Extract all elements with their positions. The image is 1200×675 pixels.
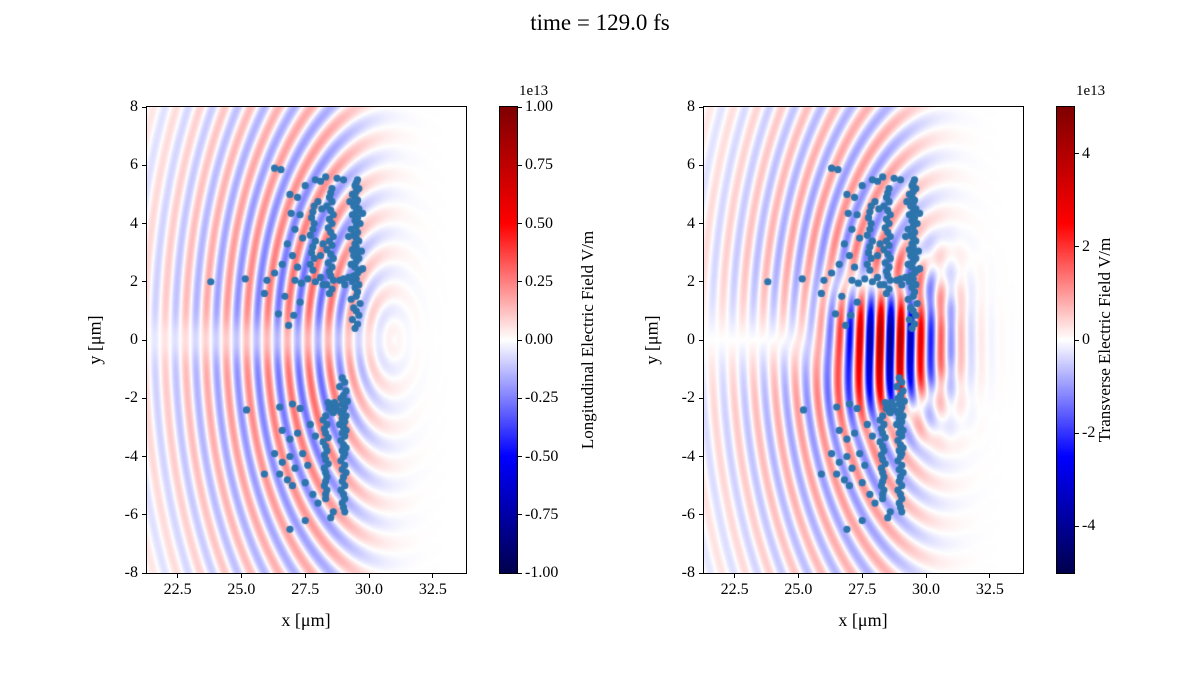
x-axis-label-longitudinal: x [μm] [281, 610, 331, 630]
y-tickmark [142, 281, 146, 283]
y-tick-label: 8 [130, 98, 138, 115]
colorbar-tick-label: -4 [1082, 517, 1096, 535]
colorbar-tickmark [1075, 525, 1079, 527]
y-tickmark [699, 281, 703, 283]
x-tickmark [240, 574, 242, 578]
colorbar-tickmark [1075, 339, 1079, 341]
colorbar-tickmark [1075, 246, 1079, 248]
x-tick-label: 30.0 [355, 581, 384, 598]
colorbar-tickmark [1075, 432, 1079, 434]
x-tickmark [368, 574, 370, 578]
colorbar-tickmark [1075, 153, 1079, 155]
colorbar-tick-label: 4 [1082, 144, 1090, 162]
colorbar-label-longitudinal: Longitudinal Electric Field V/m [578, 230, 597, 450]
x-axis-label-transverse: x [μm] [838, 610, 888, 630]
colorbar-tickmark [518, 106, 522, 108]
y-tickmark [142, 572, 146, 574]
colorbar-tick-label: 0 [1082, 331, 1090, 348]
colorbar-tick-label: -0.25 [525, 389, 559, 407]
x-tickmark [861, 574, 863, 578]
y-tick-label: -2 [124, 389, 138, 407]
y-tickmark [142, 164, 146, 166]
x-tickmark [925, 574, 927, 578]
y-axis-label-longitudinal: y [μm] [84, 315, 105, 365]
colorbar-tickmark [518, 281, 522, 283]
colorbar-tickmark [518, 164, 522, 166]
y-tick-label: -6 [681, 505, 695, 523]
colorbar-offset-transverse: 1e13 [1076, 83, 1106, 99]
y-tickmark [699, 223, 703, 224]
y-tickmark [142, 514, 146, 516]
colorbar-canvas-transverse [1057, 107, 1074, 573]
y-tick-label: 6 [130, 156, 138, 174]
y-tickmark [142, 456, 146, 457]
colorbar-tick-label: 0.25 [525, 272, 553, 290]
x-tickmark [432, 574, 434, 578]
colorbar-tick-label: 2 [1082, 237, 1090, 255]
colorbar-tick-label: -0.50 [525, 447, 559, 465]
y-tickmark [142, 223, 146, 224]
y-tick-label: 4 [687, 214, 695, 232]
colorbar-tick-label: 0.50 [525, 214, 553, 232]
y-axis-label-transverse: y [μm] [641, 315, 662, 365]
x-tick-label: 32.5 [975, 581, 1004, 598]
field-scatter-canvas-transverse [704, 107, 1023, 573]
x-tick-label: 25.0 [784, 581, 813, 598]
x-tick-label: 27.5 [848, 581, 877, 598]
colorbar-tick-label: 0.00 [525, 331, 553, 348]
x-tickmark [989, 574, 991, 578]
x-tick-label: 22.5 [163, 581, 192, 598]
field-scatter-canvas-longitudinal [147, 107, 466, 573]
y-tick-label: -6 [124, 505, 138, 523]
x-tick-label: 30.0 [912, 581, 941, 598]
x-tickmark [734, 574, 736, 578]
y-tick-label: -8 [124, 564, 138, 581]
x-tickmark [177, 574, 179, 578]
y-tickmark [699, 339, 703, 341]
colorbar-tick-label: 0.75 [525, 156, 553, 174]
colorbar-tickmark [518, 456, 522, 457]
y-tick-label: 0 [687, 331, 695, 348]
colorbar-canvas-longitudinal [500, 107, 517, 573]
y-tick-label: 6 [687, 156, 695, 174]
colorbar-tickmark [518, 397, 522, 399]
x-tick-label: 25.0 [227, 581, 256, 598]
colorbar-tick-label: -1.00 [525, 564, 559, 581]
y-tickmark [699, 572, 703, 574]
colorbar-tickmark [518, 223, 522, 224]
colorbar-tickmark [518, 572, 522, 574]
y-tick-label: -4 [124, 447, 138, 465]
colorbar-offset-longitudinal: 1e13 [519, 83, 549, 99]
y-tick-label: 2 [687, 272, 695, 290]
x-tickmark [304, 574, 306, 578]
y-tickmark [699, 106, 703, 108]
y-tickmark [699, 397, 703, 399]
x-tickmark [797, 574, 799, 578]
x-tick-label: 27.5 [291, 581, 320, 598]
colorbar-label-transverse: Transverse Electric Field V/m [1095, 237, 1114, 443]
x-tick-label: 22.5 [720, 581, 749, 598]
colorbar-tickmark [518, 339, 522, 341]
y-tick-label: -8 [681, 564, 695, 581]
y-tickmark [699, 164, 703, 166]
y-tick-label: 2 [130, 272, 138, 290]
colorbar-tick-label: -0.75 [525, 505, 559, 523]
colorbar-tick-label: -2 [1082, 424, 1096, 442]
y-tickmark [699, 456, 703, 457]
y-tick-label: 0 [130, 331, 138, 348]
y-tickmark [142, 106, 146, 108]
y-tickmark [699, 514, 703, 516]
y-tick-label: -4 [681, 447, 695, 465]
y-tickmark [142, 339, 146, 341]
colorbar-tick-label: 1.00 [525, 98, 553, 115]
x-tick-label: 32.5 [418, 581, 447, 598]
y-tick-label: -2 [681, 389, 695, 407]
y-tick-label: 4 [130, 214, 138, 232]
y-tickmark [142, 397, 146, 399]
colorbar-tickmark [518, 514, 522, 516]
y-tick-label: 8 [687, 98, 695, 115]
figure-title: time = 129.0 fs [530, 10, 670, 35]
